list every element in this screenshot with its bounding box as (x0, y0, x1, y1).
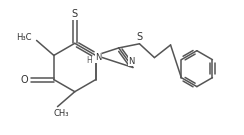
Text: N: N (95, 53, 102, 62)
Text: H: H (86, 56, 92, 65)
Text: S: S (137, 32, 143, 42)
Text: CH₃: CH₃ (53, 109, 69, 118)
Text: S: S (72, 9, 78, 19)
Text: N: N (129, 57, 135, 66)
Text: O: O (20, 75, 28, 85)
Text: H₃C: H₃C (16, 33, 32, 42)
